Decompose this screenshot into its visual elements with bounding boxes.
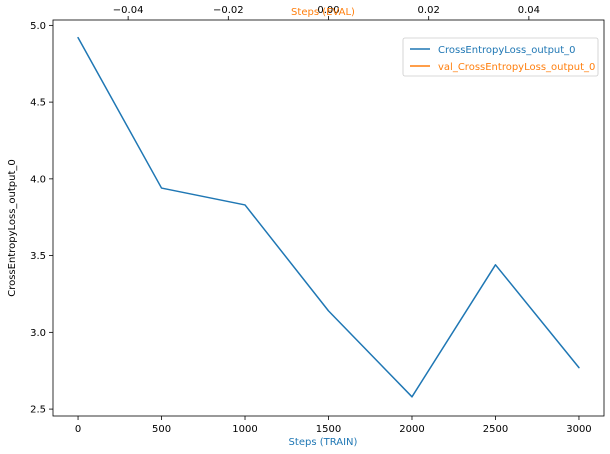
y-tick-label: 3.5 [30,251,46,262]
series-layer [77,36,580,398]
legend-label-eval: val_CrossEntropyLoss_output_0 [438,62,595,73]
plot-frame [52,19,605,417]
bottom-x-tick-label: 2500 [483,424,508,435]
bottom-x-tick-label: 2000 [399,424,424,435]
bottom-x-axis-ticks: 0 500 1000 1500 2000 2500 3000 [75,416,592,435]
top-x-axis-ticks: −0.04 −0.02 0.00 0.02 0.04 [113,5,540,20]
y-tick-label: 5.0 [30,21,46,32]
legend-box [402,37,599,77]
top-x-axis-title: Steps (EVAL) [291,7,355,18]
bottom-x-tick-label: 3000 [566,424,591,435]
legend: CrossEntropyLoss_output_0 val_CrossEntro… [402,37,599,77]
y-tick-label: 2.5 [30,405,46,416]
series-line-0 [77,36,580,398]
bottom-x-axis-title: Steps (TRAIN) [289,437,358,448]
top-x-tick-label: −0.04 [113,5,144,16]
bottom-x-tick-label: 1000 [232,424,257,435]
y-axis-ticks: 2.5 3.0 3.5 4.0 4.5 5.0 [30,21,53,416]
legend-label-train: CrossEntropyLoss_output_0 [438,45,576,56]
top-x-tick-label: 0.04 [518,5,540,16]
y-axis-title: CrossEntropyLoss_output_0 [7,159,18,297]
top-x-tick-label: 0.02 [418,5,440,16]
top-x-tick-label: 0.00 [317,5,339,16]
y-tick-label: 3.0 [30,328,46,339]
y-tick-label: 4.0 [30,174,46,185]
bottom-x-tick-label: 500 [152,424,171,435]
y-tick-label: 4.5 [30,98,46,109]
top-x-tick-label: −0.02 [213,5,244,16]
bottom-x-tick-label: 0 [75,424,81,435]
bottom-x-tick-label: 1500 [316,424,341,435]
